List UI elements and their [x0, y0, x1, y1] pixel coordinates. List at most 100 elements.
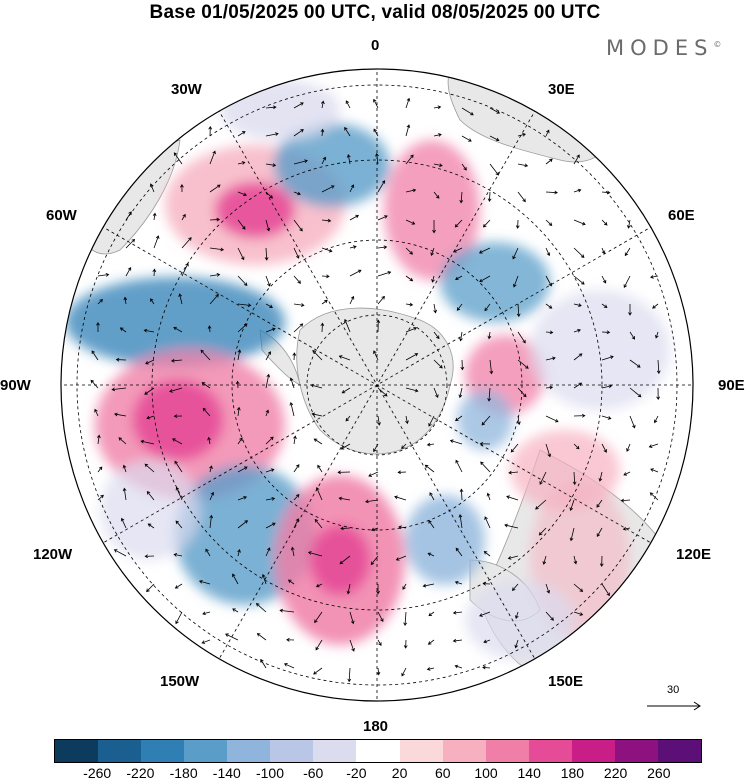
wind-vector — [377, 415, 381, 426]
wind-vector — [225, 633, 239, 641]
wind-vector — [237, 549, 241, 557]
wind-vector — [144, 387, 155, 395]
wind-vector — [653, 415, 659, 424]
wind-vector — [433, 133, 442, 137]
wind-vector — [265, 132, 279, 137]
wind-vector — [377, 245, 388, 250]
wind-vector — [181, 237, 192, 249]
wind-vector — [293, 464, 300, 473]
wind-vector — [293, 435, 297, 445]
wind-vector — [629, 387, 642, 398]
wind-vector — [201, 382, 211, 389]
wind-vector — [620, 498, 631, 503]
wind-vector — [146, 415, 155, 420]
wind-vector — [545, 219, 553, 226]
wind-vector — [181, 213, 186, 221]
wind-vector — [370, 555, 379, 566]
wind-vector — [512, 275, 519, 288]
wind-vector — [433, 359, 443, 369]
wind-vector — [433, 387, 439, 399]
wind-vector — [202, 611, 211, 616]
wind-vector — [424, 464, 435, 473]
wind-vector — [313, 438, 323, 445]
wind-vector — [573, 154, 580, 165]
wind-vector — [205, 548, 211, 557]
wind-vector — [321, 185, 335, 193]
wind-vector — [573, 328, 581, 333]
wind-vector — [626, 443, 631, 452]
wind-vector — [349, 245, 357, 249]
wind-vector — [405, 247, 414, 255]
wind-vector — [321, 218, 332, 223]
wind-vector — [209, 217, 221, 222]
wind-vector — [629, 415, 636, 429]
wind-vector — [482, 665, 491, 670]
wind-vector — [172, 438, 183, 445]
colorbar-swatch — [614, 740, 658, 762]
wind-vector — [377, 215, 388, 221]
wind-vector — [454, 219, 463, 228]
wind-vector — [237, 219, 246, 230]
wind-vector — [484, 303, 491, 312]
lon-label-60w: 60W — [46, 207, 77, 224]
wind-vector — [209, 293, 219, 305]
wind-vector — [200, 349, 211, 361]
wind-vector — [601, 303, 608, 308]
wind-vector — [307, 551, 323, 557]
colorbar-tick-label: 260 — [647, 765, 671, 781]
wind-vector — [289, 401, 295, 417]
wind-vector — [573, 219, 586, 226]
wind-vector — [483, 639, 491, 644]
polar-map — [60, 68, 701, 711]
wind-vector — [573, 583, 584, 592]
wind-vector — [481, 415, 491, 426]
wind-vector — [170, 358, 183, 363]
wind-vector — [479, 275, 491, 283]
wind-vector — [344, 318, 351, 333]
wind-vector — [344, 126, 351, 137]
wind-vector — [401, 667, 407, 677]
wind-vector — [147, 523, 155, 529]
wind-vector — [629, 359, 641, 368]
wind-vector — [479, 611, 491, 617]
wind-vector — [601, 384, 613, 389]
wind-vector — [489, 135, 500, 142]
wind-vector — [506, 495, 519, 501]
wind-vector — [455, 275, 463, 281]
wind-vector — [512, 583, 519, 591]
lon-label-120w: 120W — [33, 546, 73, 563]
wind-vector — [426, 442, 435, 447]
wind-vector — [286, 637, 295, 642]
wind-vector — [293, 219, 303, 232]
wind-vector — [542, 555, 547, 565]
wind-vector — [401, 443, 407, 450]
wind-vector — [232, 608, 239, 613]
wind-vector — [209, 272, 221, 277]
wind-vector — [237, 275, 248, 287]
wind-vector — [486, 492, 491, 501]
wind-vector — [321, 274, 330, 279]
wind-vector — [368, 471, 379, 477]
wind-vector — [255, 603, 267, 613]
wind-vector — [516, 303, 521, 318]
reference-arrow — [647, 701, 701, 711]
wind-vector — [377, 270, 392, 277]
colorbar-tick-label: -140 — [212, 765, 241, 781]
wind-vector — [573, 303, 582, 307]
colorbar-tick-label: 100 — [474, 765, 498, 781]
wind-vector — [405, 387, 419, 393]
colorbar-tick-label: -60 — [303, 765, 324, 781]
wind-vector — [628, 303, 632, 316]
wind-vector — [648, 443, 659, 448]
wind-vector — [321, 156, 327, 165]
wind-vector — [349, 295, 355, 305]
wind-vector — [314, 518, 323, 529]
wind-vector — [120, 517, 127, 529]
wind-vector — [349, 269, 362, 277]
wind-vector — [209, 247, 225, 252]
wind-vector — [293, 247, 300, 259]
wind-vector — [265, 163, 277, 167]
wind-vector — [459, 191, 464, 204]
wind-vector — [97, 466, 103, 473]
wind-vector — [175, 611, 183, 625]
